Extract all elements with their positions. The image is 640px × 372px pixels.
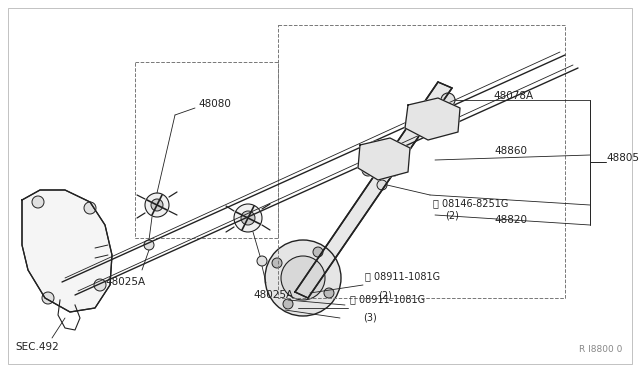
Circle shape <box>241 211 255 225</box>
Circle shape <box>272 258 282 268</box>
Circle shape <box>144 240 154 250</box>
Circle shape <box>441 93 455 107</box>
Circle shape <box>265 240 341 316</box>
Text: 48860: 48860 <box>494 146 527 156</box>
Polygon shape <box>405 98 460 140</box>
Text: 48080: 48080 <box>198 99 231 109</box>
Circle shape <box>32 196 44 208</box>
Text: 48805: 48805 <box>606 153 639 163</box>
Text: Ⓝ 08911-1081G: Ⓝ 08911-1081G <box>365 271 440 281</box>
Circle shape <box>283 299 293 309</box>
Text: Ⓝ 08911-1081G: Ⓝ 08911-1081G <box>350 294 425 304</box>
Circle shape <box>84 202 96 214</box>
Text: (2): (2) <box>445 210 459 220</box>
Text: 48025A: 48025A <box>105 277 145 287</box>
Text: 48078A: 48078A <box>493 91 533 101</box>
Circle shape <box>364 146 376 158</box>
Text: (2): (2) <box>378 290 392 300</box>
Circle shape <box>281 256 325 300</box>
Circle shape <box>362 164 374 176</box>
Text: 48820: 48820 <box>494 215 527 225</box>
Circle shape <box>377 180 387 190</box>
Polygon shape <box>358 138 410 180</box>
Circle shape <box>427 102 439 114</box>
Text: SEC.492: SEC.492 <box>15 342 59 352</box>
Polygon shape <box>22 190 112 312</box>
Text: R I8800 0: R I8800 0 <box>579 345 622 354</box>
Text: 48025A: 48025A <box>253 290 293 300</box>
Circle shape <box>234 204 262 232</box>
Circle shape <box>324 288 334 298</box>
Circle shape <box>257 256 267 266</box>
Circle shape <box>151 199 163 211</box>
Circle shape <box>390 148 402 160</box>
Polygon shape <box>295 82 452 298</box>
Circle shape <box>42 292 54 304</box>
Circle shape <box>313 247 323 257</box>
Circle shape <box>94 279 106 291</box>
Text: Ⓑ 08146-8251G: Ⓑ 08146-8251G <box>433 198 508 208</box>
Circle shape <box>388 164 400 176</box>
Text: (3): (3) <box>363 313 377 323</box>
Circle shape <box>432 119 444 131</box>
Circle shape <box>145 193 169 217</box>
